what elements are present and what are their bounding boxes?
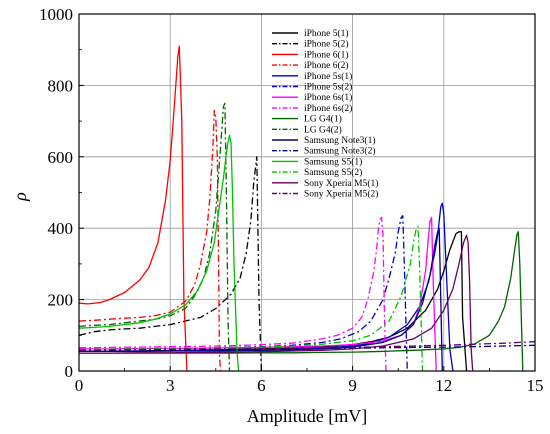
legend-label: Samsung Note3(1) xyxy=(304,135,376,146)
legend-label: iPhone 5(2) xyxy=(304,39,349,50)
legend-label: Samsung S5(2) xyxy=(304,167,362,178)
legend-label: iPhone 5s(2) xyxy=(304,82,352,93)
y-tick-label: 0 xyxy=(65,362,74,381)
legend-label: iPhone 5(1) xyxy=(304,28,349,39)
series-line xyxy=(78,102,231,372)
series-line xyxy=(78,216,387,372)
legend-label: LG G4(2) xyxy=(304,124,342,135)
legend-label: LG G4(1) xyxy=(304,114,342,125)
y-tick-label: 1000 xyxy=(39,5,73,24)
series-line xyxy=(78,134,240,372)
legend-label: Samsung Note3(2) xyxy=(304,146,376,157)
x-tick-label: 15 xyxy=(527,376,544,395)
x-tick-label: 12 xyxy=(435,376,452,395)
series-line xyxy=(78,109,222,372)
y-tick-label: 600 xyxy=(48,148,74,167)
plot-area xyxy=(78,45,536,372)
legend-label: iPhone 6s(2) xyxy=(304,103,352,114)
series-line xyxy=(79,234,474,372)
y-tick-label: 200 xyxy=(48,291,74,310)
y-axis-title: ρ xyxy=(10,192,30,202)
x-axis-title: Amplitude [mV] xyxy=(247,406,367,426)
legend: iPhone 5(1)iPhone 5(2)iPhone 6(1)iPhone … xyxy=(272,28,378,200)
legend-label: iPhone 6s(1) xyxy=(304,92,352,103)
legend-label: Samsung S5(1) xyxy=(304,156,362,167)
legend-label: Sony Xperia M5(2) xyxy=(304,189,378,200)
legend-label: iPhone 6(2) xyxy=(304,60,349,71)
y-tick-label: 400 xyxy=(48,219,74,238)
series-line xyxy=(78,341,536,351)
series-line xyxy=(78,225,424,372)
x-tick-label: 0 xyxy=(75,376,84,395)
x-tick-label: 6 xyxy=(257,376,266,395)
legend-label: Sony Xperia M5(1) xyxy=(304,178,378,189)
axis-ticks: 0 3 6 9 12 15 0 200 400 600 800 1000 xyxy=(39,5,544,395)
series-line xyxy=(79,227,443,372)
legend-label: iPhone 6(1) xyxy=(304,49,349,60)
x-tick-label: 3 xyxy=(166,376,175,395)
x-tick-label: 9 xyxy=(348,376,357,395)
legend-label: iPhone 5s(1) xyxy=(304,71,352,82)
series-line xyxy=(78,156,263,372)
series-line xyxy=(78,45,188,372)
y-tick-label: 800 xyxy=(48,76,74,95)
